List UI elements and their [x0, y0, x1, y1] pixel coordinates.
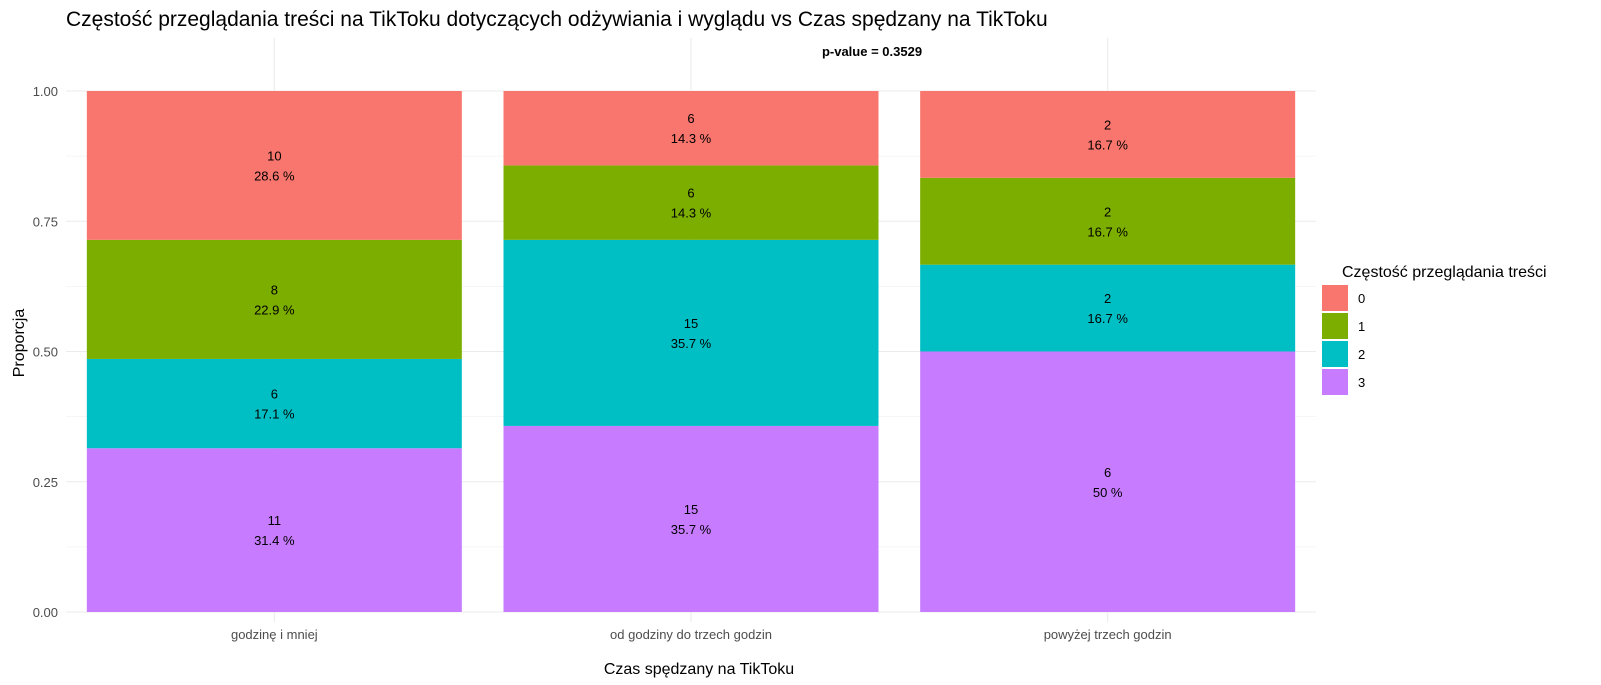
bar-count-label: 2 — [1104, 117, 1111, 132]
x-tick-label: od godziny do trzech godzin — [610, 627, 772, 642]
bar-count-label: 15 — [684, 316, 698, 331]
bar-count-label: 6 — [271, 387, 278, 402]
y-tick-label: 0.25 — [33, 475, 58, 490]
x-tick-label: godzinę i mniej — [231, 627, 318, 642]
legend: Częstość przeglądania treści 0 1 2 3 — [1322, 264, 1547, 395]
bar-count-label: 10 — [267, 148, 281, 163]
bar-count-label: 15 — [684, 502, 698, 517]
bar-segment-1-1 — [86, 239, 462, 359]
legend-label-1: 1 — [1358, 319, 1365, 334]
bar-count-label: 6 — [687, 111, 694, 126]
bar-segment-0-2 — [503, 91, 879, 166]
y-tick-label: 0.00 — [33, 605, 58, 620]
bar-percent-label: 16.7 % — [1087, 224, 1128, 239]
bar-percent-label: 16.7 % — [1087, 137, 1128, 152]
bar-percent-label: 35.7 % — [671, 336, 712, 351]
x-axis-title: Czas spędzany na TikToku — [604, 661, 794, 678]
legend-items: 0 1 2 3 — [1322, 285, 1365, 395]
bar-percent-label: 50 % — [1093, 485, 1123, 500]
bars — [86, 91, 1296, 612]
legend-label-3: 3 — [1358, 375, 1365, 390]
y-tick-label: 1.00 — [33, 84, 58, 99]
bar-segment-0-3 — [920, 91, 1296, 178]
bar-percent-label: 28.6 % — [254, 168, 295, 183]
bar-percent-label: 17.1 % — [254, 407, 295, 422]
bar-segment-2-2 — [503, 239, 879, 426]
bar-labels: 11 31.4 % 6 17.1 % 8 22.9 % 10 28.6 % 15 35.7 % 15… — [254, 111, 1128, 548]
bar-percent-label: 16.7 % — [1087, 311, 1128, 326]
bar-percent-label: 35.7 % — [671, 522, 712, 537]
y-tick-label: 0.75 — [33, 214, 58, 229]
x-tick-label: powyżej trzech godzin — [1044, 627, 1172, 642]
legend-swatch-0 — [1322, 285, 1348, 311]
legend-label-2: 2 — [1358, 347, 1365, 362]
bar-percent-label: 14.3 % — [671, 131, 712, 146]
bar-segment-1-2 — [503, 165, 879, 240]
bar-percent-label: 31.4 % — [254, 533, 295, 548]
legend-swatch-1 — [1322, 313, 1348, 339]
bar-segment-1-3 — [920, 177, 1296, 265]
bar-count-label: 2 — [1104, 204, 1111, 219]
bar-count-label: 6 — [1104, 465, 1111, 480]
bar-count-label: 11 — [268, 513, 282, 528]
y-axis-title: Proporcja — [11, 309, 28, 378]
bar-segment-3-3 — [920, 351, 1296, 612]
legend-swatch-2 — [1322, 341, 1348, 367]
bar-segment-2-1 — [86, 358, 462, 449]
x-axis-ticks: godzinę i mniej od godziny do trzech godz… — [231, 627, 1172, 642]
chart-subtitle-pvalue: p-value = 0.3529 — [822, 44, 922, 59]
legend-title: Częstość przeglądania treści — [1342, 264, 1547, 281]
bar-percent-label: 14.3 % — [671, 206, 712, 221]
y-axis-ticks: 0.00 0.25 0.50 0.75 1.00 — [33, 84, 58, 620]
bar-percent-label: 22.9 % — [254, 302, 295, 317]
bar-count-label: 6 — [687, 186, 694, 201]
bar-segment-3-2 — [503, 425, 879, 612]
bar-segment-3-1 — [86, 448, 462, 612]
bar-count-label: 2 — [1104, 291, 1111, 306]
chart-title: Częstość przeglądania treści na TikToku … — [66, 8, 1048, 31]
bar-segment-0-1 — [86, 91, 462, 240]
legend-swatch-3 — [1322, 369, 1348, 395]
legend-label-0: 0 — [1358, 291, 1365, 306]
bar-segment-2-3 — [920, 264, 1296, 352]
bar-count-label: 8 — [271, 282, 278, 297]
y-tick-label: 0.50 — [33, 345, 58, 360]
